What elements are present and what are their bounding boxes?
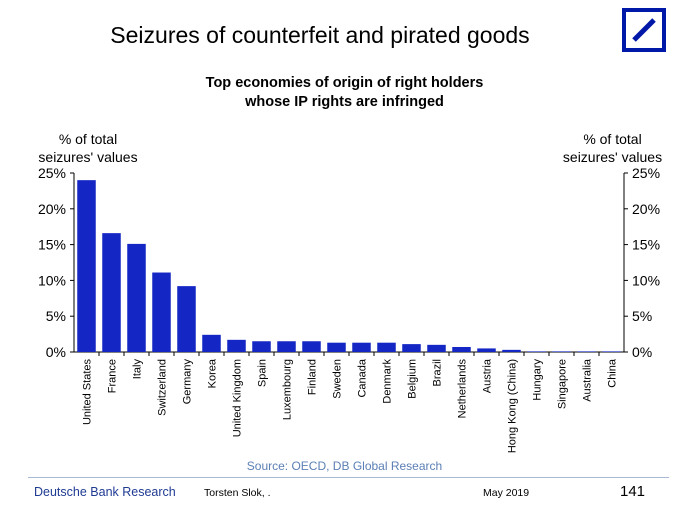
x-tick-label: Spain (257, 359, 269, 387)
y-tick-label-right: 25% (632, 165, 660, 181)
x-tick-label: Canada (357, 358, 369, 397)
footer-date: May 2019 (483, 487, 530, 499)
y-tick-label-right: 20% (632, 201, 660, 217)
bar (327, 342, 346, 352)
x-tick-label: Korea (207, 358, 219, 388)
bar (452, 346, 471, 352)
y-tick-label-right: 15% (632, 237, 660, 253)
y-tick-label-left: 20% (38, 201, 66, 217)
x-tick-label: Sweden (332, 359, 344, 399)
y-tick-label-right: 0% (632, 344, 652, 360)
bar (177, 286, 196, 352)
bar (302, 341, 321, 352)
bar (577, 351, 596, 352)
bar (202, 334, 221, 352)
y-axis-label-left: % of total seizures' values (28, 130, 148, 166)
x-tick-label: Hungary (532, 359, 544, 401)
bar (152, 272, 171, 352)
y-tick-label-left: 5% (46, 308, 66, 324)
y-tick-label-right: 5% (632, 308, 652, 324)
chart-title-line-1: Top economies of origin of right holders (205, 75, 484, 91)
x-tick-label: Luxembourg (282, 359, 294, 420)
bar (402, 344, 421, 352)
bar (77, 180, 96, 352)
y-tick-label-left: 10% (38, 272, 66, 288)
y-tick-label-right: 10% (632, 272, 660, 288)
deutsche-bank-logo (622, 8, 666, 52)
bar (227, 339, 246, 352)
bar (602, 351, 621, 352)
x-tick-label: United Kingdom (232, 359, 244, 437)
source-note: Source: OECD, DB Global Research (246, 459, 443, 473)
slide-title: Seizures of counterfeit and pirated good… (110, 22, 530, 48)
x-tick-label: Italy (132, 359, 144, 380)
bar (127, 243, 146, 352)
x-tick-label: Austria (482, 358, 494, 393)
x-tick-label: Denmark (382, 359, 394, 404)
bar (502, 349, 521, 352)
x-tick-label: United States (82, 359, 94, 426)
x-tick-label: China (607, 358, 619, 388)
x-tick-label: France (107, 359, 119, 393)
bar (277, 341, 296, 352)
bar (102, 233, 121, 352)
chart-title: Top economies of origin of right holders… (0, 74, 689, 112)
bar (427, 344, 446, 352)
y-tick-label-left: 0% (46, 344, 66, 360)
bar (377, 342, 396, 352)
x-tick-label: Germany (182, 359, 194, 405)
bar (352, 342, 371, 352)
x-tick-label: Hong Kong (China) (507, 359, 519, 453)
footer-divider (28, 477, 669, 478)
y-axis-label-right-line-2: seizures' values (562, 149, 663, 165)
x-tick-label: Belgium (407, 359, 419, 399)
y-tick-label-left: 15% (38, 237, 66, 253)
y-axis-label-right-line-1: % of total (583, 131, 642, 147)
x-tick-label: Switzerland (157, 359, 169, 416)
y-axis-label-left-line-2: seizures' values (38, 149, 138, 165)
x-tick-label: Netherlands (457, 359, 469, 419)
y-axis-label-right: % of total seizures' values (550, 130, 675, 166)
x-tick-label: Australia (582, 358, 594, 402)
bar (252, 341, 271, 352)
chart-title-line-2: whose IP rights are infringed (245, 94, 444, 110)
page-number: 141 (620, 483, 646, 500)
bar (527, 351, 546, 352)
bar (477, 348, 496, 352)
x-tick-label: Brazil (432, 359, 444, 387)
bar-chart: 0% 0% 5% 5% 10% 10% 15% 15% 20% 20% 25% 25% United S… (38, 165, 660, 453)
footer-brand: Deutsche Bank Research (34, 485, 176, 499)
y-axis-label-left-line-1: % of total (58, 131, 118, 147)
y-tick-label-left: 25% (38, 165, 66, 181)
x-tick-label: Singapore (557, 359, 569, 409)
x-tick-label: Finland (307, 359, 319, 395)
bar (552, 351, 571, 352)
footer-author: Torsten Slok, . (204, 487, 271, 499)
